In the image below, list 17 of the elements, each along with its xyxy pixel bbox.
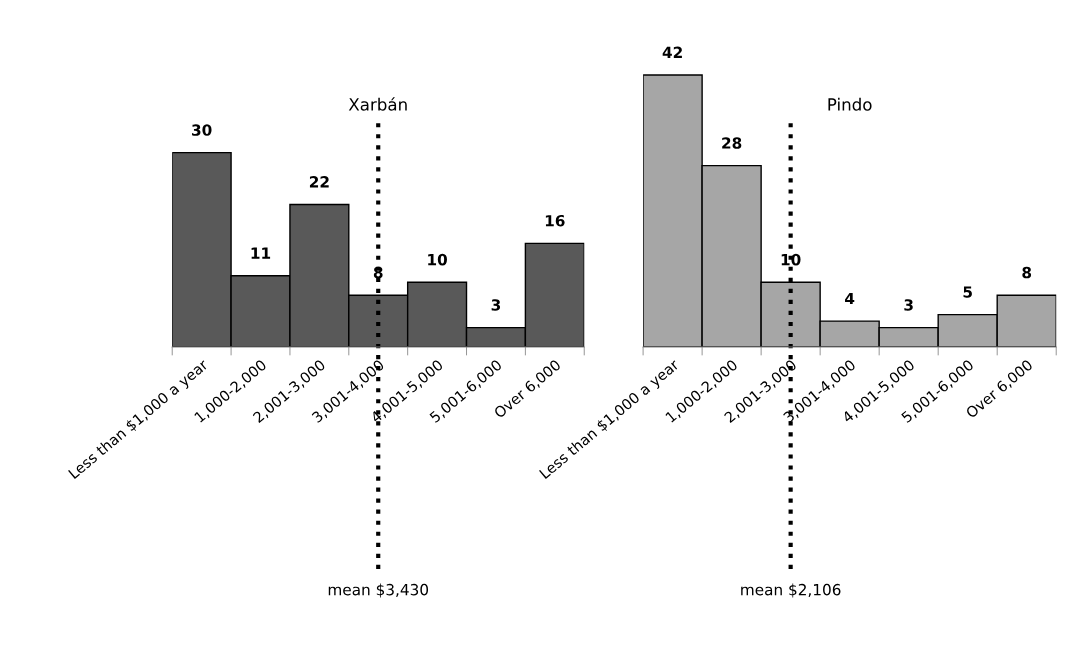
data-label: 10 — [781, 253, 801, 266]
ref-line-label: mean $3,430 — [328, 583, 429, 598]
data-label: 8 — [1022, 266, 1032, 279]
data-label: 10 — [428, 253, 447, 266]
data-label: 16 — [545, 214, 565, 227]
data-label: 3 — [904, 299, 913, 311]
data-label: 22 — [309, 176, 329, 188]
data-label: 5 — [963, 286, 972, 298]
data-label: 4 — [845, 292, 855, 305]
data-label: 42 — [662, 46, 682, 58]
data-label: 28 — [722, 137, 742, 149]
text: Pindo — [828, 97, 872, 111]
data-label: 30 — [192, 124, 212, 136]
ref-line-label: mean $2,106 — [741, 583, 841, 598]
data-label: 11 — [251, 247, 271, 259]
chart-title: Xarbán — [348, 97, 407, 111]
data-label: 3 — [491, 299, 501, 311]
